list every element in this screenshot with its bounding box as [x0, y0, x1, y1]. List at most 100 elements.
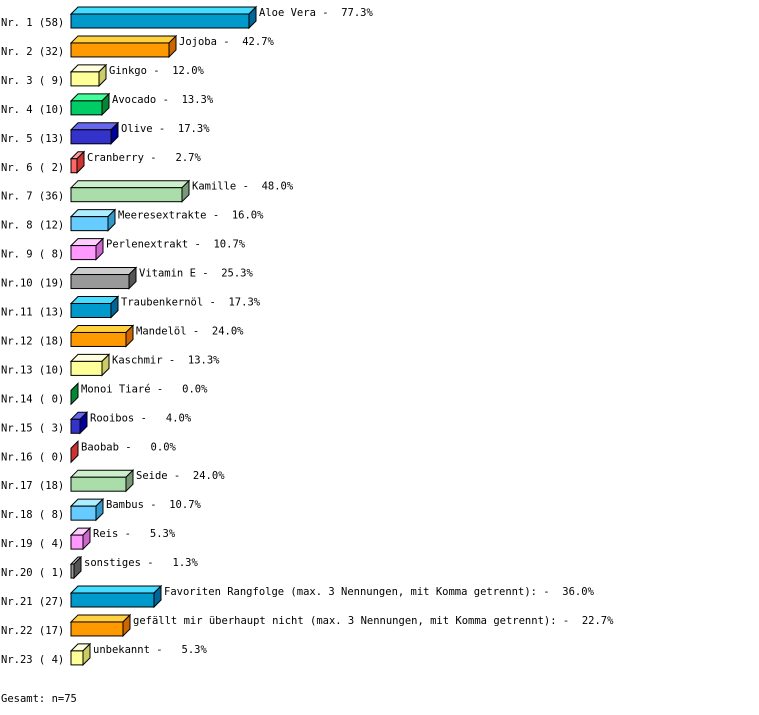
percent-value: 22.7% — [582, 615, 614, 627]
item-name: Baobab — [81, 441, 119, 453]
percent-value: 0.0% — [144, 441, 176, 453]
item-name: Kamille — [192, 181, 236, 193]
bar-side — [110, 295, 119, 319]
bar-value-label: Seide - 24.0% — [136, 470, 225, 482]
bar-front — [70, 534, 84, 550]
category-label: Nr.13 (10) — [1, 364, 64, 376]
bar-row: Nr. 5 (13) Olive - 17.3% — [1, 121, 210, 146]
item-name: Vitamin E — [139, 268, 196, 280]
bar-value-label: Mandelöl - 24.0% — [136, 325, 244, 337]
separator: - — [557, 615, 582, 627]
item-name: Ginkgo — [109, 65, 147, 77]
category-label: Nr. 6 ( 2) — [1, 162, 64, 174]
separator: - — [316, 7, 341, 19]
item-name: Avocado — [112, 94, 156, 106]
separator: - — [207, 210, 232, 222]
bar-top — [69, 585, 163, 594]
separator: - — [144, 152, 169, 164]
bar-top — [69, 122, 120, 131]
bar-top — [69, 267, 138, 276]
item-name: Olive — [121, 123, 153, 135]
separator: - — [156, 94, 181, 106]
bar-row: Nr.11 (13) Traubenkernöl - 17.3% — [1, 295, 261, 319]
bar-side — [181, 179, 190, 203]
bar-side — [70, 382, 79, 406]
item-name: Seide — [136, 470, 168, 482]
percent-value: 10.7% — [213, 239, 245, 251]
bar-row: Nr.21 (27) Favoriten Rangfolge (max. 3 Ne… — [1, 584, 595, 609]
bar-value-label: gefällt mir überhaupt nicht (max. 3 Nenn… — [133, 615, 614, 627]
bar-row: Nr.17 (18) Seide - 24.0% — [1, 468, 225, 493]
separator: - — [537, 586, 562, 598]
percent-value: 24.0% — [193, 470, 225, 482]
bar-row: Nr. 1 (58) Aloe Vera - 77.3% — [1, 5, 373, 30]
bar-front — [70, 13, 250, 29]
separator: - — [118, 528, 143, 540]
bar-side — [122, 613, 131, 638]
bar-front — [70, 476, 127, 492]
category-label: Nr.22 (17) — [1, 625, 64, 637]
percent-value: 25.3% — [221, 268, 253, 280]
bar-value-label: Kamille - 48.0% — [192, 181, 294, 193]
separator: - — [163, 354, 188, 366]
bar-row: Nr.14 ( 0) Monoi Tiaré - 0.0% — [1, 382, 208, 406]
item-name: Rooibos — [90, 412, 134, 424]
bar-value-label: Ginkgo - 12.0% — [109, 65, 205, 77]
bar-value-label: Traubenkernöl - 17.3% — [121, 297, 261, 309]
percent-value: 10.7% — [169, 499, 201, 511]
percent-value: 5.3% — [144, 528, 176, 540]
bar-front — [70, 650, 84, 666]
bar-row: Nr.12 (18) Mandelöl - 24.0% — [1, 324, 244, 348]
bar-side — [76, 150, 85, 174]
bar-front — [70, 274, 130, 290]
bar-row: Nr.19 ( 4) Reis - 5.3% — [1, 526, 176, 551]
bar-side — [128, 266, 137, 290]
percent-value: 1.3% — [166, 557, 198, 569]
separator: - — [168, 470, 193, 482]
bar-front — [70, 303, 112, 318]
bar-side — [153, 584, 162, 609]
bar-value-label: Baobab - 0.0% — [81, 441, 177, 453]
bar-row: Nr.20 ( 1) sonstiges - 1.3% — [1, 555, 198, 580]
bar-value-label: Favoriten Rangfolge (max. 3 Nennungen, m… — [164, 586, 595, 598]
bar-side — [110, 121, 119, 146]
bar-side — [95, 497, 104, 522]
bar-side — [101, 353, 110, 377]
category-label: Nr.17 (18) — [1, 480, 64, 492]
bar-row: Nr.10 (19) Vitamin E - 25.3% — [1, 266, 253, 290]
bar-row: Nr.23 ( 4) unbekannt - 5.3% — [1, 642, 207, 667]
percent-value: 17.3% — [228, 297, 260, 309]
separator: - — [147, 65, 172, 77]
bar-value-label: Bambus - 10.7% — [106, 499, 202, 511]
category-label: Nr.15 ( 3) — [1, 422, 64, 434]
item-name: Monoi Tiaré — [81, 383, 151, 395]
bar-front — [70, 71, 100, 87]
bar-side — [125, 468, 134, 493]
separator: - — [141, 557, 166, 569]
bar-top — [69, 296, 120, 304]
percent-value: 77.3% — [341, 7, 373, 19]
bar-side — [98, 63, 107, 88]
bar-front — [70, 216, 109, 232]
bar-front — [70, 100, 103, 116]
separator: - — [134, 412, 159, 424]
bar-front — [70, 505, 97, 521]
separator: - — [196, 268, 221, 280]
bar-value-label: Avocado - 13.3% — [112, 94, 214, 106]
item-name: Perlenextrakt — [106, 239, 188, 251]
bar-front — [70, 360, 103, 376]
percent-value: 24.0% — [212, 325, 244, 337]
category-label: Nr. 2 (32) — [1, 46, 64, 58]
bar-value-label: Olive - 17.3% — [121, 123, 210, 135]
bar-side — [73, 555, 82, 580]
bar-side — [107, 208, 116, 232]
separator: - — [151, 383, 176, 395]
bar-side — [79, 411, 88, 435]
percent-value: 4.0% — [160, 412, 192, 424]
bar-row: Nr. 4 (10) Avocado - 13.3% — [1, 92, 214, 117]
bar-top — [69, 469, 135, 478]
category-label: Nr. 7 (36) — [1, 191, 64, 203]
bar-value-label: Rooibos - 4.0% — [90, 412, 192, 424]
bar-row: Nr. 3 ( 9) Ginkgo - 12.0% — [1, 63, 205, 88]
